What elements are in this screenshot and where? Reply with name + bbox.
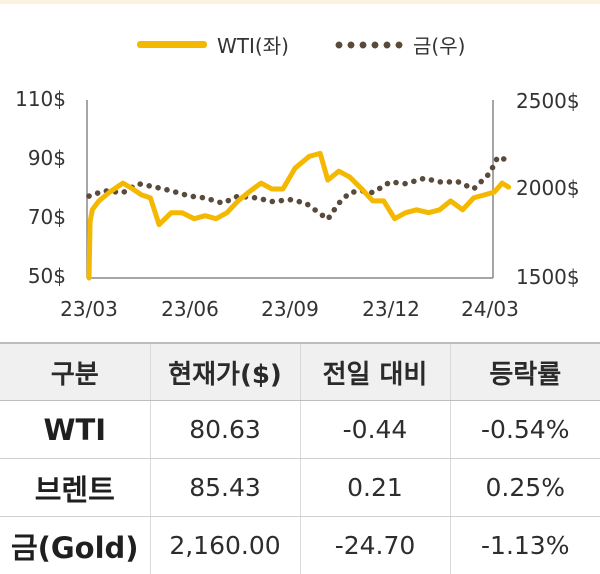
x-tick-label: 23/12 [362,297,420,321]
legend-item-gold: 금(우) [333,30,465,59]
change-rate-cell: -0.54% [450,401,600,459]
left-tick-label: 90$ [28,146,66,170]
legend-label-wti: WTI(좌) [217,30,289,59]
day-change-cell: 0.21 [300,459,450,517]
right-axis: 2500$ 2000$ 1500$ [493,89,580,289]
row-label: WTI [0,401,150,459]
price-table-wrap: 구분 현재가($) 전일 대비 등락률 WTI 80.63 -0.44 -0.5… [0,342,600,574]
current-price-cell: 80.63 [150,401,300,459]
current-price-cell: 2,160.00 [150,517,300,574]
right-tick-label: 2000$ [516,176,580,200]
left-axis: 110$ 90$ 70$ 50$ [15,87,87,288]
day-change-cell: -24.70 [300,517,450,574]
row-label: 브렌트 [0,459,150,517]
row-label: 금(Gold) [0,517,150,574]
legend-item-wti: WTI(좌) [137,30,289,59]
table-row: 브렌트 85.43 0.21 0.25% [0,459,600,517]
price-table: 구분 현재가($) 전일 대비 등락률 WTI 80.63 -0.44 -0.5… [0,342,600,574]
top-rule [0,0,600,4]
series-wti [89,153,509,278]
right-tick-label: 1500$ [516,265,580,289]
header-category: 구분 [0,343,150,401]
day-change-cell: -0.44 [300,401,450,459]
table-header-row: 구분 현재가($) 전일 대비 등락률 [0,343,600,401]
header-change-rate: 등락률 [450,343,600,401]
x-tick-label: 23/09 [261,297,319,321]
x-tick-label: 24/03 [461,297,519,321]
current-price-cell: 85.43 [150,459,300,517]
header-day-change: 전일 대비 [300,343,450,401]
left-tick-label: 50$ [28,264,66,288]
price-chart: 110$ 90$ 70$ 50$ 2500$ 2000$ 1500$ 23/03… [0,80,600,325]
chart-legend: WTI(좌) 금(우) [0,22,600,62]
x-tick-label: 23/03 [60,297,118,321]
x-axis: 23/03 23/06 23/09 23/12 24/03 [60,278,519,321]
left-tick-label: 70$ [28,205,66,229]
legend-swatch-wti [137,41,207,48]
right-tick-label: 2500$ [516,89,580,113]
legend-label-gold: 금(우) [413,30,465,59]
change-rate-cell: -1.13% [450,517,600,574]
wti-line [89,153,509,278]
left-tick-label: 110$ [15,87,66,111]
table-row: 금(Gold) 2,160.00 -24.70 -1.13% [0,517,600,574]
change-rate-cell: 0.25% [450,459,600,517]
legend-swatch-gold [333,41,403,49]
header-current-price: 현재가($) [150,343,300,401]
x-tick-label: 23/06 [161,297,219,321]
table-row: WTI 80.63 -0.44 -0.54% [0,401,600,459]
